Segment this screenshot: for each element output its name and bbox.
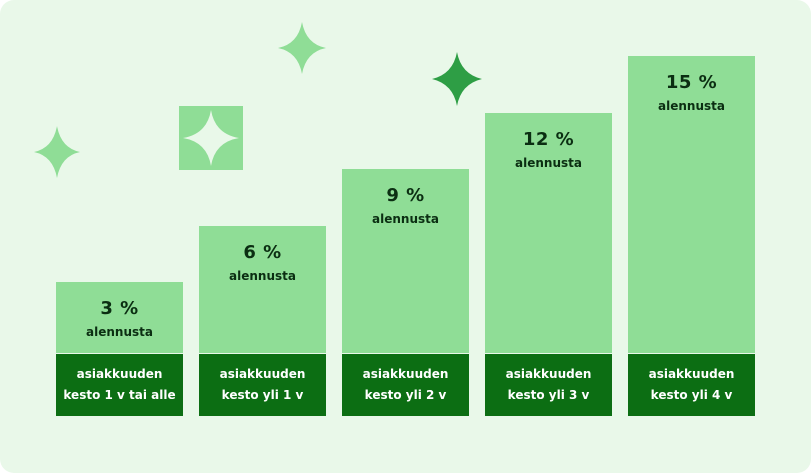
category-label: asiakkuuden kesto yli 2 v <box>342 354 469 416</box>
sparkle-icon <box>432 52 482 106</box>
bar-sublabel: alennusta <box>658 99 725 113</box>
sparkle-icon <box>278 22 326 74</box>
category-label-line2: kesto 1 v tai alle <box>63 388 176 402</box>
bar: 3 % alennusta <box>56 282 183 353</box>
category-label-line2: kesto yli 2 v <box>364 388 447 402</box>
bar: 12 % alennusta <box>485 112 612 353</box>
category-label-line1: asiakkuuden <box>362 367 449 381</box>
bar-sublabel: alennusta <box>515 155 582 170</box>
bar-sublabel: alennusta <box>229 268 296 283</box>
sparkle-icon <box>34 126 80 178</box>
bar-value-label: 9 % <box>386 185 425 206</box>
bar-sublabel: alennusta <box>372 212 439 226</box>
category-label: asiakkuuden kesto 1 v tai alle <box>56 354 183 416</box>
category-label-line1: asiakkuuden <box>648 367 735 381</box>
bar-value-label: 3 % <box>100 298 139 319</box>
category-label-line1: asiakkuuden <box>76 367 163 381</box>
bar: 15 % alennusta <box>628 56 755 353</box>
bar-value-label: 12 % <box>522 128 575 150</box>
bar: 9 % alennusta <box>342 169 469 353</box>
category-label-line1: asiakkuuden <box>219 367 306 381</box>
category-label: asiakkuuden kesto yli 4 v <box>628 354 755 416</box>
bar: 6 % alennusta <box>199 225 326 353</box>
bar-value-label: 6 % <box>243 241 282 263</box>
category-label-line1: asiakkuuden <box>505 367 592 381</box>
category-label: asiakkuuden kesto yli 1 v <box>199 354 326 416</box>
category-label-line2: kesto yli 1 v <box>221 388 304 402</box>
category-label-line2: kesto yli 4 v <box>650 388 733 402</box>
bar-sublabel: alennusta <box>86 325 153 339</box>
category-label: asiakkuuden kesto yli 3 v <box>485 354 612 416</box>
bar-value-label: 15 % <box>665 72 718 93</box>
category-label-line2: kesto yli 3 v <box>507 388 590 402</box>
